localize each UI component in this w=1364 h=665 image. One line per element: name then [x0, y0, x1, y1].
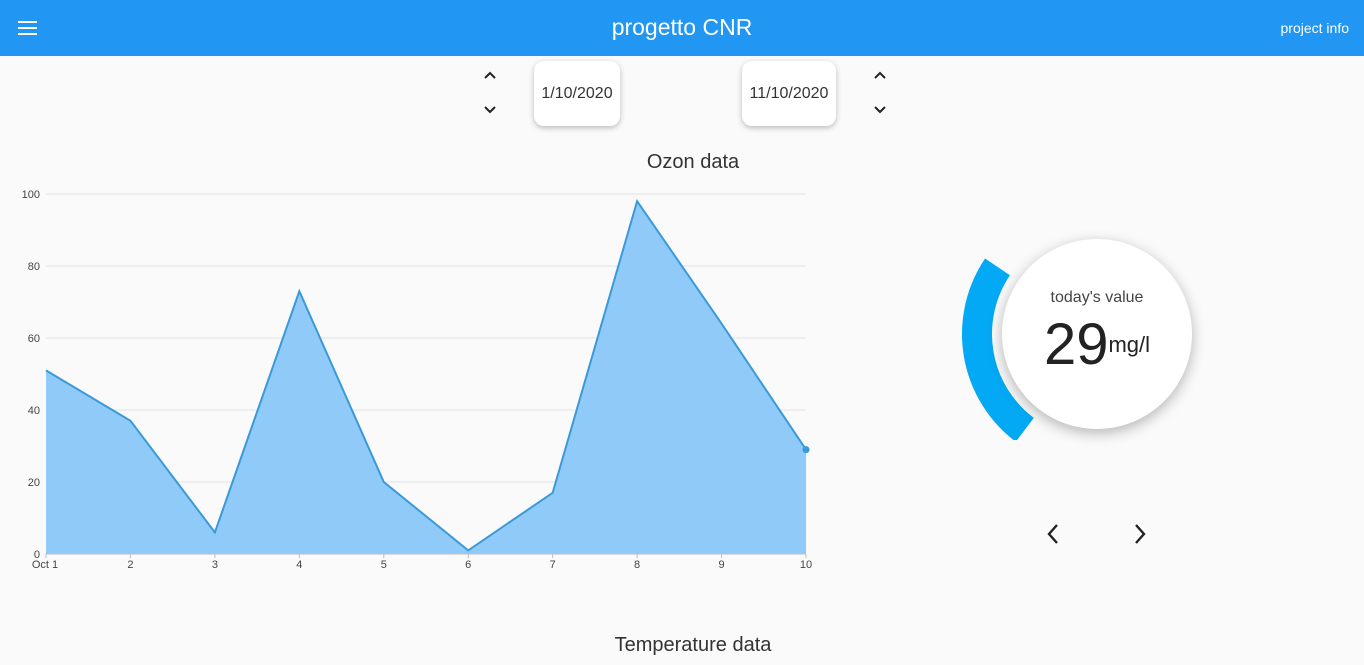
start-date-picker[interactable]: 1/10/2020 [534, 61, 620, 126]
todays-value-gauge [962, 258, 1035, 440]
start-date-decrement-button[interactable] [479, 99, 501, 121]
y-tick-label: 60 [28, 333, 40, 345]
x-tick-label: 8 [634, 559, 640, 571]
x-axis-ticks: Oct 1 2 3 4 5 6 7 8 9 10 [32, 554, 812, 571]
x-tick-label: 3 [212, 559, 218, 571]
previous-day-button[interactable] [1039, 520, 1067, 548]
y-tick-label: 20 [28, 477, 40, 489]
y-tick-label: 80 [28, 261, 40, 273]
end-date-decrement-button[interactable] [869, 99, 891, 121]
gauge-progress-arc [962, 258, 1035, 440]
next-day-button[interactable] [1126, 520, 1154, 548]
x-tick-label: 5 [381, 559, 387, 571]
chevron-down-icon [484, 106, 496, 114]
ozone-area-chart: 0 20 40 60 80 100 Oct 1 2 3 4 5 6 7 8 9 10 [22, 189, 812, 571]
x-tick-label: Oct 1 [32, 559, 58, 571]
gauge-reading: 29 mg/l [1002, 313, 1192, 377]
x-tick-label: 9 [718, 559, 724, 571]
end-date-value: 11/10/2020 [749, 84, 829, 102]
chevron-right-icon [1135, 524, 1146, 544]
app-bar: progetto CNR project info [0, 0, 1364, 56]
data-point [802, 446, 810, 454]
temperature-chart-title: Temperature data [614, 634, 772, 656]
menu-icon [18, 21, 37, 35]
app-title: progetto CNR [611, 14, 753, 40]
y-tick-label: 100 [22, 189, 40, 201]
chevron-left-icon [1047, 524, 1058, 544]
start-date-increment-button[interactable] [479, 64, 501, 86]
end-date-increment-button[interactable] [869, 64, 891, 86]
gauge-value: 29 [1043, 312, 1109, 377]
chevron-up-icon [484, 71, 496, 79]
series-line [45, 198, 807, 552]
chevron-down-icon [874, 106, 886, 114]
project-info-link[interactable]: project info [1280, 20, 1349, 36]
start-date-value: 1/10/2020 [541, 84, 613, 102]
x-tick-label: 4 [296, 559, 302, 571]
gauge-unit: mg/l [1108, 332, 1151, 357]
y-axis-ticks: 0 20 40 60 80 100 [22, 189, 40, 561]
x-tick-label: 2 [127, 559, 133, 571]
y-tick-label: 40 [28, 405, 40, 417]
y-tick-label: 0 [34, 549, 40, 561]
ozone-chart-title: Ozon data [646, 151, 740, 173]
chevron-up-icon [874, 71, 886, 79]
x-tick-label: 7 [550, 559, 556, 571]
end-date-picker[interactable]: 11/10/2020 [742, 61, 836, 126]
gauge-dial [1002, 239, 1192, 429]
gauge-caption: today's value [1050, 289, 1144, 306]
x-tick-label: 6 [465, 559, 471, 571]
x-tick-label: 10 [800, 559, 812, 571]
area-fill [46, 201, 806, 554]
chart-area [45, 198, 810, 554]
menu-button[interactable] [10, 10, 46, 46]
